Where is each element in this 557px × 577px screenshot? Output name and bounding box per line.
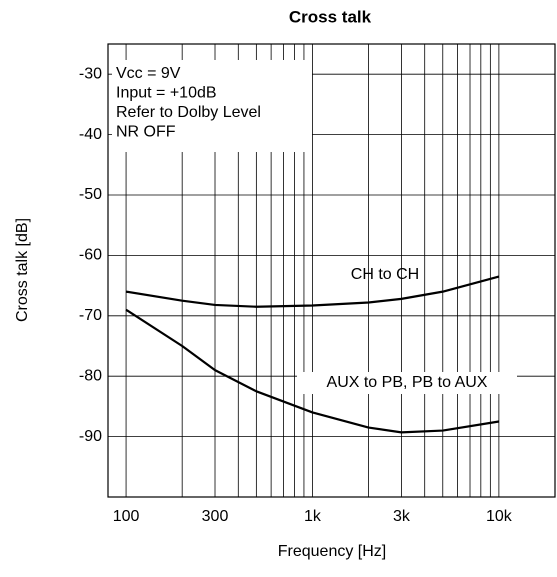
x-tick-label: 100 (113, 508, 140, 525)
annotation: Refer to Dolby Level (116, 104, 261, 121)
plot-frame (107, 43, 556, 498)
series-label: AUX to PB, PB to AUX (327, 374, 488, 391)
x-tick-label: 3k (393, 508, 411, 525)
chart-title: Cross talk (289, 7, 372, 26)
x-tick-label: 10k (486, 508, 513, 525)
x-tick-label: 300 (202, 508, 229, 525)
x-tick-label: 1k (304, 508, 322, 525)
line (125, 308, 500, 434)
y-tick-label: -90 (79, 428, 102, 445)
y-tick-label: -80 (79, 367, 102, 384)
series-label: CH to CH (351, 266, 419, 283)
y-tick-label: -50 (79, 186, 102, 203)
annotation: Vcc = 9V (116, 65, 181, 82)
y-tick-label: -30 (79, 65, 102, 82)
label-bg (297, 372, 517, 394)
annotation-box (112, 60, 312, 152)
annotation: NR OFF (116, 124, 176, 141)
x-axis-label: Frequency [Hz] (278, 543, 386, 560)
annotation: Input = +10dB (116, 85, 217, 102)
y-tick-label: -60 (79, 247, 102, 264)
line (125, 275, 500, 308)
y-tick-label: -40 (79, 126, 102, 143)
y-tick-label: -70 (79, 307, 102, 324)
y-axis-label: Cross talk [dB] (14, 218, 31, 322)
